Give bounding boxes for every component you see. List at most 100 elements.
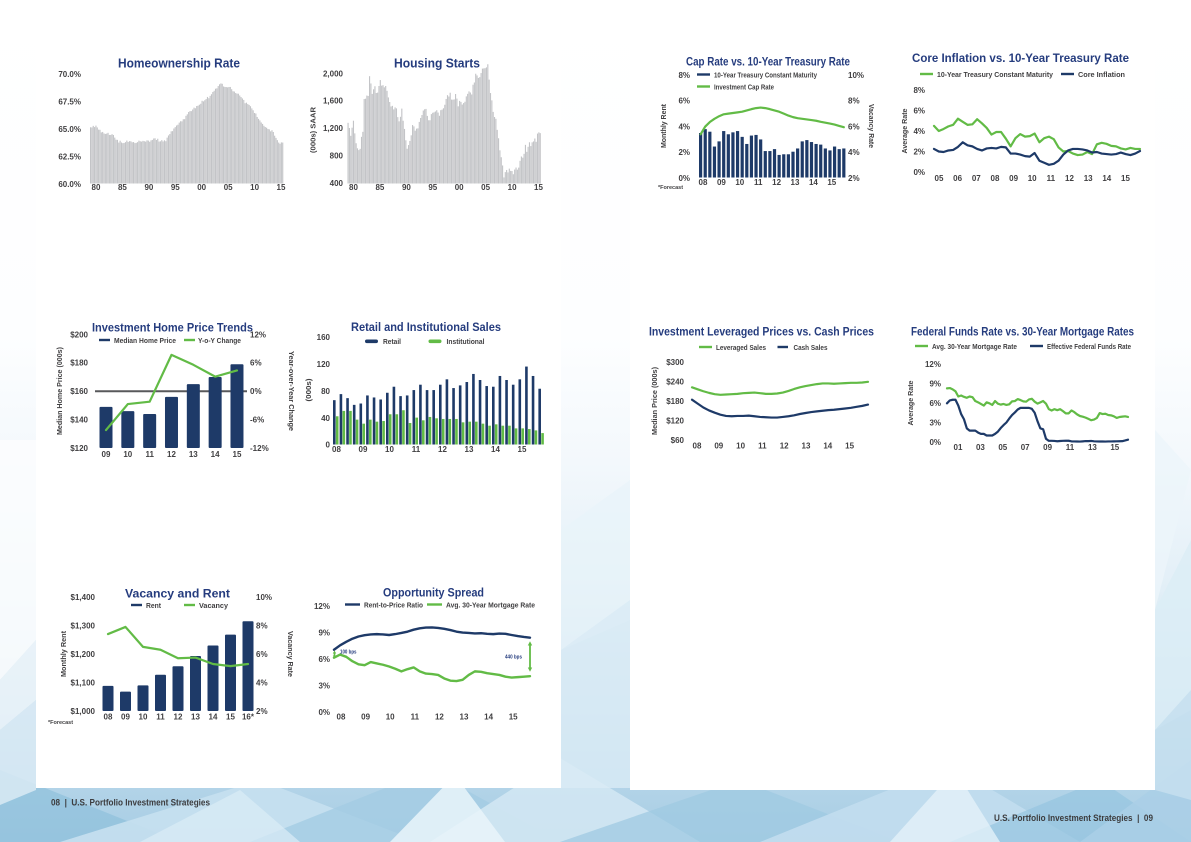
svg-text:6%: 6% xyxy=(250,359,262,368)
svg-text:05: 05 xyxy=(224,183,233,192)
svg-text:08 | U.S. Portfolio Investme: 08 | U.S. Portfolio Investment Strategie… xyxy=(51,798,210,808)
svg-text:05: 05 xyxy=(998,443,1007,452)
svg-text:Vacancy Rate: Vacancy Rate xyxy=(286,631,295,677)
svg-text:Investment Home Price Trends: Investment Home Price Trends xyxy=(92,320,253,334)
svg-text:90: 90 xyxy=(144,183,153,192)
svg-text:Investment Cap Rate: Investment Cap Rate xyxy=(714,83,774,92)
svg-text:6%: 6% xyxy=(318,655,330,664)
svg-text:12%: 12% xyxy=(925,360,941,369)
svg-text:11: 11 xyxy=(1066,443,1075,452)
svg-text:03: 03 xyxy=(976,443,985,452)
svg-text:$120: $120 xyxy=(666,416,684,425)
svg-text:13: 13 xyxy=(191,713,200,722)
svg-text:15: 15 xyxy=(277,183,286,192)
svg-text:15: 15 xyxy=(233,450,242,459)
svg-text:11: 11 xyxy=(156,713,165,722)
svg-text:11: 11 xyxy=(1047,174,1056,183)
svg-text:Effective Federal Funds Rate: Effective Federal Funds Rate xyxy=(1047,342,1131,351)
svg-text:16*: 16* xyxy=(242,713,255,722)
svg-text:14: 14 xyxy=(491,445,500,454)
svg-text:2,000: 2,000 xyxy=(323,69,344,78)
svg-text:$160: $160 xyxy=(70,387,88,396)
svg-text:Leveraged Sales: Leveraged Sales xyxy=(716,343,766,352)
svg-text:2%: 2% xyxy=(678,148,690,157)
svg-text:12: 12 xyxy=(167,450,176,459)
svg-text:12: 12 xyxy=(435,713,444,722)
svg-text:09: 09 xyxy=(1043,443,1052,452)
svg-text:15: 15 xyxy=(845,442,854,451)
svg-text:0%: 0% xyxy=(678,174,690,183)
svg-text:Housing Starts: Housing Starts xyxy=(394,57,480,71)
svg-text:14: 14 xyxy=(211,450,220,459)
svg-text:4%: 4% xyxy=(678,122,690,131)
svg-text:06: 06 xyxy=(953,174,962,183)
svg-text:Avg. 30-Year Mortgage Rate: Avg. 30-Year Mortgage Rate xyxy=(932,342,1017,351)
svg-text:13: 13 xyxy=(791,178,800,187)
svg-text:Y-o-Y Change: Y-o-Y Change xyxy=(198,336,241,345)
svg-text:6%: 6% xyxy=(929,399,941,408)
svg-text:Average Rate: Average Rate xyxy=(906,381,915,426)
svg-text:Vacancy Rate: Vacancy Rate xyxy=(867,104,876,148)
svg-text:$1,200: $1,200 xyxy=(71,650,96,659)
svg-text:00: 00 xyxy=(455,183,464,192)
svg-text:0%: 0% xyxy=(929,438,941,447)
svg-text:$60: $60 xyxy=(671,436,685,445)
svg-text:13: 13 xyxy=(802,442,811,451)
svg-text:6%: 6% xyxy=(678,97,690,106)
svg-text:01: 01 xyxy=(954,443,963,452)
svg-text:Year-over-Year Change: Year-over-Year Change xyxy=(287,351,296,431)
svg-text:10-Year Treasury Constant Matu: 10-Year Treasury Constant Maturity xyxy=(714,71,817,80)
svg-text:$120: $120 xyxy=(70,444,88,453)
svg-text:$300: $300 xyxy=(666,358,684,367)
svg-text:05: 05 xyxy=(481,183,490,192)
svg-text:2%: 2% xyxy=(256,707,268,716)
svg-text:60.0%: 60.0% xyxy=(58,180,81,189)
svg-text:15: 15 xyxy=(509,713,518,722)
svg-text:100 bps: 100 bps xyxy=(340,650,357,656)
svg-text:12: 12 xyxy=(772,178,781,187)
svg-text:3%: 3% xyxy=(318,681,330,690)
svg-text:14: 14 xyxy=(809,178,818,187)
svg-text:8%: 8% xyxy=(848,97,860,106)
svg-text:$240: $240 xyxy=(666,377,684,386)
svg-text:160: 160 xyxy=(317,333,331,342)
svg-text:*Forecast: *Forecast xyxy=(658,185,683,191)
svg-text:10%: 10% xyxy=(256,593,272,602)
svg-text:08: 08 xyxy=(337,713,346,722)
svg-text:Monthly Rent: Monthly Rent xyxy=(659,103,668,148)
svg-text:12: 12 xyxy=(174,713,183,722)
svg-text:95: 95 xyxy=(428,183,437,192)
svg-text:-6%: -6% xyxy=(250,415,264,424)
svg-text:4%: 4% xyxy=(848,148,860,157)
svg-text:70.0%: 70.0% xyxy=(58,70,81,79)
svg-text:11: 11 xyxy=(412,445,421,454)
svg-text:09: 09 xyxy=(361,713,370,722)
svg-text:Retail: Retail xyxy=(383,337,401,346)
svg-text:Median Home Price (000s): Median Home Price (000s) xyxy=(55,346,64,435)
svg-text:14: 14 xyxy=(209,713,218,722)
svg-text:10: 10 xyxy=(386,713,395,722)
svg-text:Homeownership Rate: Homeownership Rate xyxy=(118,57,240,71)
svg-text:2%: 2% xyxy=(848,174,860,183)
svg-text:09: 09 xyxy=(714,442,723,451)
svg-text:08: 08 xyxy=(991,174,1000,183)
svg-text:(000s) SAAR: (000s) SAAR xyxy=(309,106,318,153)
svg-text:0%: 0% xyxy=(913,168,925,177)
svg-text:12%: 12% xyxy=(250,330,266,339)
svg-text:08: 08 xyxy=(693,442,702,451)
svg-text:13: 13 xyxy=(465,445,474,454)
svg-text:62.5%: 62.5% xyxy=(58,152,81,161)
svg-text:*Forecast: *Forecast xyxy=(48,720,73,726)
svg-text:09: 09 xyxy=(717,178,726,187)
svg-text:90: 90 xyxy=(402,183,411,192)
svg-text:Core Inflation: Core Inflation xyxy=(1078,70,1125,79)
svg-text:$180: $180 xyxy=(70,359,88,368)
svg-text:2%: 2% xyxy=(913,147,925,156)
svg-text:$180: $180 xyxy=(666,397,684,406)
svg-text:13: 13 xyxy=(189,450,198,459)
svg-text:11: 11 xyxy=(411,713,420,722)
svg-text:00: 00 xyxy=(197,183,206,192)
svg-text:6%: 6% xyxy=(848,122,860,131)
svg-text:07: 07 xyxy=(972,174,981,183)
svg-text:10: 10 xyxy=(385,445,394,454)
